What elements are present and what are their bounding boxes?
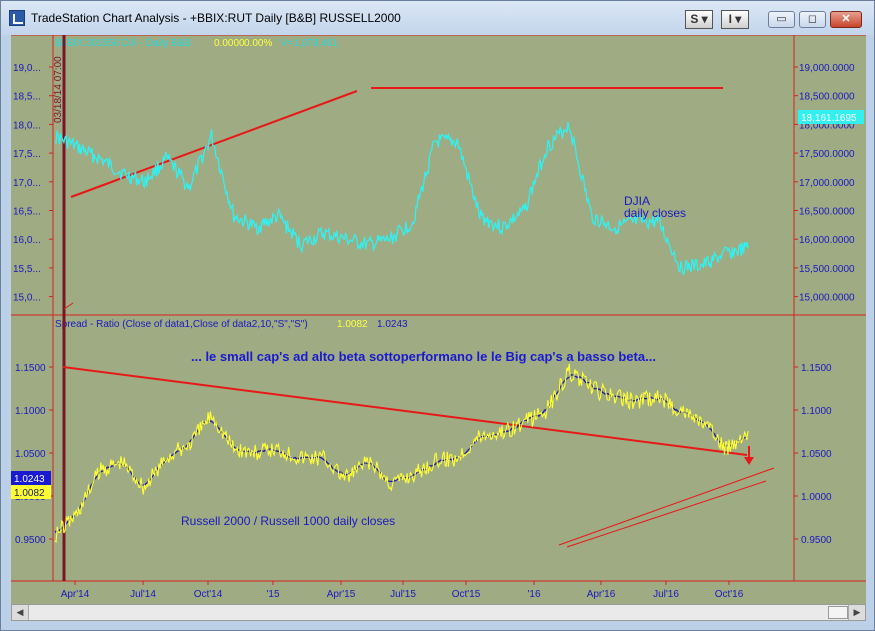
ratio-support-line-upper <box>558 467 775 546</box>
lower-left-tick: 1.0500 <box>15 449 46 460</box>
time-axis-label: '16 <box>527 589 540 600</box>
upper-right-tick: 18,000.0000 <box>799 120 855 131</box>
upper-right-tick: 19,000.0000 <box>799 63 855 74</box>
ratio-annotation: Russell 2000 / Russell 1000 daily closes <box>181 514 395 528</box>
ratio-yellow-value: 1.0082 <box>14 488 45 499</box>
djia-annotation-line1: DJIA <box>624 194 650 208</box>
time-axis-label: Apr'16 <box>587 589 616 600</box>
window-title: TradeStation Chart Analysis - +BBIX:RUT … <box>31 11 401 25</box>
upper-right-tick: 17,000.0000 <box>799 178 855 189</box>
close-button[interactable]: ✕ <box>830 11 862 28</box>
down-arrow-icon <box>744 457 754 465</box>
lower-right-tick: 1.0500 <box>801 449 832 460</box>
ratio-blue-value: 1.0243 <box>14 474 45 485</box>
djia-rising-trendline <box>70 90 358 198</box>
title-bar[interactable]: TradeStation Chart Analysis - +BBIX:RUT … <box>1 1 874 35</box>
time-axis-label: Oct'14 <box>194 589 223 600</box>
upper-right-tick: 15,500.0000 <box>799 264 855 275</box>
time-axis-label: Apr'15 <box>327 589 356 600</box>
chart-app-icon <box>9 10 25 26</box>
upper-left-tick: 15,5... <box>13 264 41 275</box>
ratio-yellow-badge <box>11 485 51 499</box>
interval-menu-button[interactable]: I ▾ <box>721 10 749 29</box>
ratio-support-line-lower <box>566 480 767 548</box>
time-axis-label: Jul'14 <box>130 589 156 600</box>
upper-header-value1: 0.0000 <box>214 38 245 49</box>
djia-line <box>54 121 749 275</box>
lower-right-axis: 1.1500 1.1000 1.0500 1.0000 0.9500 <box>794 363 832 546</box>
lower-header-value2: 1.0243 <box>377 319 408 330</box>
time-axis-label: Apr'14 <box>61 589 90 600</box>
symbol-menu-button[interactable]: S ▾ <box>685 10 713 29</box>
upper-left-tick: 19,0... <box>13 63 41 74</box>
ratio-headline: ... le small cap's ad alto beta sottoper… <box>191 349 656 364</box>
date-marker-label: 03/18/14 07:00 <box>53 56 64 123</box>
scroll-right-arrow-icon[interactable]: ▶ <box>848 605 865 620</box>
scroll-left-arrow-icon[interactable]: ◀ <box>12 605 29 620</box>
upper-left-tick: 17,5... <box>13 149 41 160</box>
lower-right-tick: 1.0000 <box>801 492 832 503</box>
marker-tick <box>63 302 74 310</box>
upper-left-tick: 15,0... <box>13 293 41 304</box>
ratio-blue-badge <box>11 471 51 485</box>
upper-left-axis: 19,0... 18,5... 18,0... 17,5... 17,0... 16,5.… <box>13 63 53 304</box>
upper-left-tick: 16,0... <box>13 235 41 246</box>
upper-right-tick: 15,000.0000 <box>799 293 855 304</box>
minimize-button[interactable]: ▭ <box>768 11 795 28</box>
lower-header-label: Spread - Ratio (Close of data1,Close of … <box>55 319 308 330</box>
djia-last-value: 18,161.1695 <box>801 113 857 124</box>
time-axis-label: '15 <box>266 589 279 600</box>
djia-annotation-line2: daily closes <box>624 206 686 220</box>
upper-header-value2: 0.00% <box>244 38 272 49</box>
maximize-button[interactable]: ◻ <box>799 11 826 28</box>
upper-left-tick: 17,0... <box>13 178 41 189</box>
upper-left-tick: 16,5... <box>13 207 41 218</box>
lower-left-tick: 1.1500 <box>15 363 46 374</box>
djia-last-value-badge <box>798 110 864 124</box>
time-axis-labels: Apr'14 Jul'14 Oct'14 '15 Apr'15 Jul'15 Oct'15 '… <box>61 581 744 600</box>
chart-area[interactable]: $BBIX:301556 DJI - Daily B&B 0.0000 0.00… <box>11 35 866 621</box>
ratio-series <box>54 363 749 544</box>
lower-left-tick: 0.9500 <box>15 535 46 546</box>
upper-right-tick: 16,500.0000 <box>799 207 855 218</box>
horizontal-scrollbar[interactable]: ◀ ▶ <box>11 604 866 621</box>
lower-right-tick: 0.9500 <box>801 535 832 546</box>
time-axis-label: Oct'16 <box>715 589 744 600</box>
lower-right-tick: 1.1500 <box>801 363 832 374</box>
ratio-falling-trendline <box>62 366 748 456</box>
chart-canvas[interactable]: $BBIX:301556 DJI - Daily B&B 0.0000 0.00… <box>11 35 866 604</box>
upper-right-axis: 19,000.0000 18,500.0000 18,000.0000 17,500.… <box>794 63 855 304</box>
upper-header-symbol: $BBIX:301556 DJI - Daily B&B <box>55 38 192 49</box>
upper-header-volume: V=1,078,461 <box>281 38 338 49</box>
time-axis-label: Jul'15 <box>390 589 416 600</box>
lower-right-tick: 1.1000 <box>801 406 832 417</box>
time-axis-label: Jul'16 <box>653 589 679 600</box>
lower-header-value1: 1.0082 <box>337 319 368 330</box>
time-axis-label: Oct'15 <box>452 589 481 600</box>
upper-right-tick: 17,500.0000 <box>799 149 855 160</box>
upper-left-tick: 18,5... <box>13 92 41 103</box>
djia-series <box>54 121 749 275</box>
scroll-thumb[interactable] <box>828 606 848 619</box>
lower-left-tick: 1.1000 <box>15 406 46 417</box>
ratio-line <box>54 363 749 544</box>
chart-background <box>11 35 866 604</box>
upper-left-tick: 18,0... <box>13 120 41 131</box>
upper-right-tick: 18,500.0000 <box>799 92 855 103</box>
upper-right-tick: 16,000.0000 <box>799 235 855 246</box>
